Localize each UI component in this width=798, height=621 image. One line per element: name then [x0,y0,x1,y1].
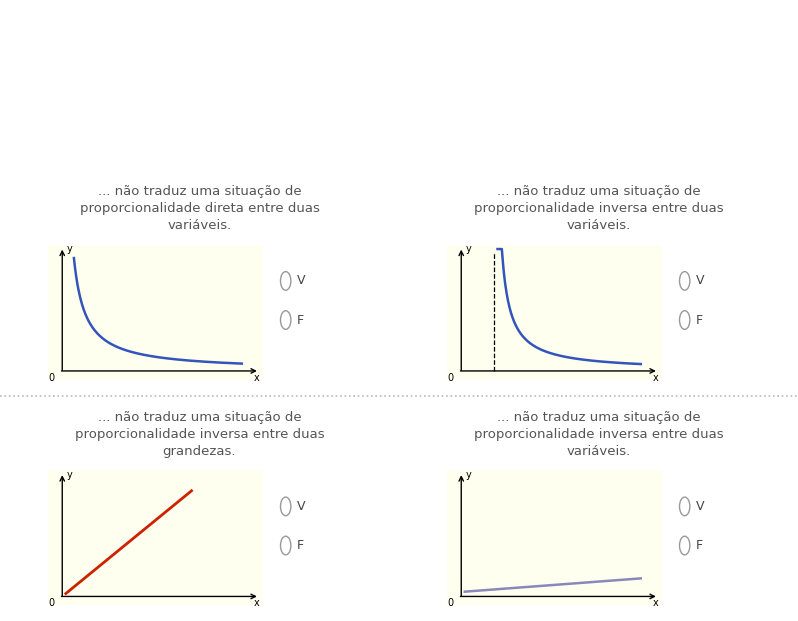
Text: F: F [297,539,304,552]
Text: x: x [652,598,658,608]
Text: x: x [253,598,259,608]
Text: V: V [696,500,705,513]
Text: 0: 0 [49,598,54,608]
Text: ... não traduz uma situação de
proporcionalidade direta entre duas
variáveis.: ... não traduz uma situação de proporcio… [80,185,319,232]
Text: x: x [253,373,259,383]
Text: Tendo em conta a representação gráfica apresentada, pode-se afirmar que esta...: Tendo em conta a representação gráfica a… [10,71,753,88]
Text: y: y [465,469,472,479]
Text: F: F [297,314,304,327]
Text: 0: 0 [448,373,453,383]
Text: ... não traduz uma situação de
proporcionalidade inversa entre duas
variáveis.: ... não traduz uma situação de proporcio… [474,411,723,458]
Text: y: y [66,469,73,479]
Text: V: V [297,274,306,288]
Text: 0: 0 [448,598,453,608]
Text: x: x [652,373,658,383]
Text: Em cada uma das imagens está representada uma semirreta ou um ramo de hipérbole.: Em cada uma das imagens está representad… [10,30,798,47]
Text: ... não traduz uma situação de
proporcionalidade inversa entre duas
variáveis.: ... não traduz uma situação de proporcio… [474,185,723,232]
Text: V: V [297,500,306,513]
Text: F: F [696,539,703,552]
Text: ... não traduz uma situação de
proporcionalidade inversa entre duas
grandezas.: ... não traduz uma situação de proporcio… [75,411,324,458]
Text: y: y [66,244,73,254]
Text: 0: 0 [49,373,54,383]
Text: F: F [696,314,703,327]
Text: y: y [465,244,472,254]
Text: V: V [696,274,705,288]
